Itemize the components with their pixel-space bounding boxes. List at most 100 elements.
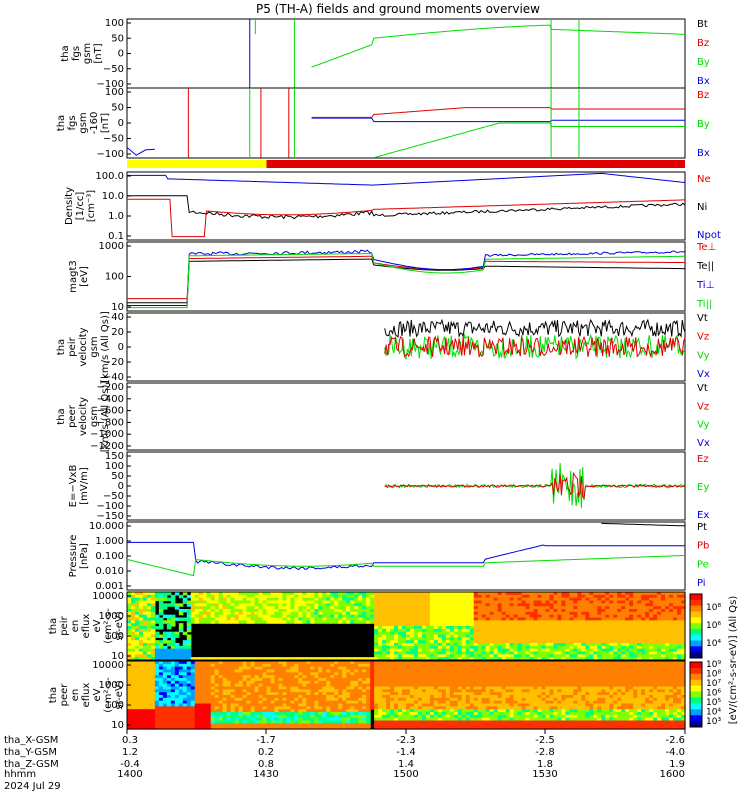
heatmap-cell xyxy=(398,614,403,619)
heatmap-cell xyxy=(374,720,379,724)
heatmap-cell xyxy=(322,617,327,621)
heatmap-cell xyxy=(226,594,232,599)
heatmap-cell xyxy=(537,597,543,602)
heatmap-cell xyxy=(246,611,252,616)
heatmap-cell xyxy=(150,623,156,627)
heatmap-cell xyxy=(485,654,491,658)
heatmap-cell xyxy=(453,706,459,710)
heatmap-cell xyxy=(286,709,292,713)
heatmap-cell xyxy=(641,623,646,627)
heatmap-cell xyxy=(350,678,355,682)
heatmap-cell xyxy=(162,717,168,722)
heatmap-cell xyxy=(302,700,307,705)
heatmap-cell xyxy=(266,603,272,607)
heatmap-cell xyxy=(130,614,136,619)
heatmap-cell xyxy=(541,648,547,653)
heatmap-cell xyxy=(158,678,164,682)
heatmap-cell xyxy=(402,672,407,676)
heatmap-cell xyxy=(314,606,319,610)
heatmap-cell xyxy=(402,594,407,599)
heatmap-cell xyxy=(501,611,507,616)
heatmap-cell xyxy=(521,634,527,638)
heatmap-cell xyxy=(673,609,678,613)
heatmap-cell xyxy=(146,700,152,705)
heatmap-cell xyxy=(314,723,319,727)
heatmap-cell xyxy=(130,637,136,641)
heatmap-cell xyxy=(449,695,455,699)
heatmap-cell xyxy=(286,706,292,710)
trace-te-perp xyxy=(127,255,686,300)
heatmap-cell xyxy=(485,609,491,613)
heatmap-cell xyxy=(142,611,148,616)
heatmap-cell xyxy=(302,592,307,596)
heatmap-cell xyxy=(633,606,638,610)
heatmap-cell xyxy=(174,606,180,610)
heatmap-cell xyxy=(310,712,315,716)
heatmap-cell xyxy=(274,675,280,679)
heatmap-cell xyxy=(178,617,184,621)
heatmap-cell xyxy=(621,609,626,613)
heatmap-cell xyxy=(362,692,367,696)
heatmap-cell xyxy=(589,597,594,602)
heatmap-cell xyxy=(266,675,272,679)
heatmap-cell xyxy=(613,617,618,621)
heatmap-cell xyxy=(154,709,160,713)
heatmap-cell xyxy=(445,680,451,685)
heatmap-cell xyxy=(429,726,435,730)
heatmap-cell xyxy=(142,603,148,607)
heatmap-cell xyxy=(370,706,375,710)
heatmap-cell xyxy=(370,697,375,702)
heatmap-cell xyxy=(318,672,323,676)
heatmap-cell xyxy=(306,597,311,602)
heatmap-cell xyxy=(649,609,654,613)
heatmap-cell xyxy=(366,620,371,624)
heatmap-cell xyxy=(182,631,188,636)
heatmap-cell xyxy=(230,597,236,602)
heatmap-cell xyxy=(330,657,335,661)
heatmap-cell xyxy=(406,683,411,688)
heatmap-cell xyxy=(469,594,475,599)
heatmap-cell xyxy=(134,609,140,613)
heatmap-cell xyxy=(597,603,602,607)
heatmap-cell xyxy=(429,672,435,676)
heatmap-cell xyxy=(637,648,642,653)
heatmap-cell xyxy=(282,600,288,604)
heatmap-cell xyxy=(318,714,323,719)
heatmap-cell xyxy=(246,697,252,702)
heatmap-cell xyxy=(537,603,543,607)
heatmap-cell xyxy=(290,692,295,696)
heatmap-cell xyxy=(473,637,479,641)
heatmap-cell xyxy=(553,606,559,610)
heatmap-cell xyxy=(214,663,220,668)
heatmap-cell xyxy=(537,643,543,647)
heatmap-cell xyxy=(565,634,571,638)
heatmap-cell xyxy=(174,723,180,727)
heatmap-cell xyxy=(437,661,443,665)
heatmap-cell xyxy=(605,603,610,607)
heatmap-cell xyxy=(413,689,419,693)
heatmap-cell xyxy=(142,637,148,641)
heatmap-cell xyxy=(250,720,256,724)
heatmap-cell xyxy=(445,692,451,696)
heatmap-cell xyxy=(146,697,152,702)
heatmap-cell xyxy=(202,717,208,722)
heatmap-cell xyxy=(194,717,200,722)
heatmap-cell xyxy=(382,678,387,682)
heatmap-cell xyxy=(461,611,467,616)
heatmap-cell xyxy=(589,623,594,627)
heatmap-cell xyxy=(314,700,319,705)
heatmap-cell xyxy=(298,720,303,724)
heatmap-cell xyxy=(517,603,523,607)
heatmap-cell xyxy=(441,597,447,602)
heatmap-cell xyxy=(565,645,571,650)
heatmap-cell xyxy=(621,645,626,650)
heatmap-cell xyxy=(278,617,284,621)
heatmap-cell xyxy=(489,657,495,661)
heatmap-cell xyxy=(521,654,527,658)
heatmap-cell xyxy=(138,611,144,616)
heatmap-cell xyxy=(366,723,371,727)
heatmap-cell xyxy=(425,720,431,724)
heatmap-cell xyxy=(374,628,379,633)
heatmap-cell xyxy=(134,631,140,636)
